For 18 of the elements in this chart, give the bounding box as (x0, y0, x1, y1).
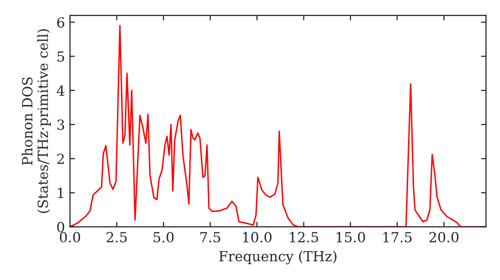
y-tick-label: 2 (57, 154, 64, 164)
x-tick-label: 15.0 (336, 232, 365, 242)
x-tick-label: 20.0 (429, 232, 458, 242)
x-tick-label: 12.5 (290, 232, 318, 242)
x-tick-label: 10.0 (243, 232, 272, 242)
x-tick-label: 17.5 (383, 232, 412, 242)
y-tick-label: 3 (57, 119, 64, 130)
y-tick-label: 5 (57, 51, 64, 62)
x-tick-label: 2.5 (106, 232, 127, 242)
x-tick-label: 7.5 (200, 232, 220, 242)
x-tick-label: 5.0 (154, 232, 174, 242)
y-tick-label: 1 (58, 188, 64, 198)
y-tick-label: 6 (57, 17, 64, 28)
y-tick-label: 0 (57, 222, 64, 232)
x-tick-label: 0.0 (60, 232, 80, 242)
x-axis-title: Frequency (THz) (219, 250, 336, 264)
y-tick-label: 4 (56, 85, 64, 96)
y-axis-title: Phonon DOS (States/THz·primitive cell) (22, 29, 51, 213)
